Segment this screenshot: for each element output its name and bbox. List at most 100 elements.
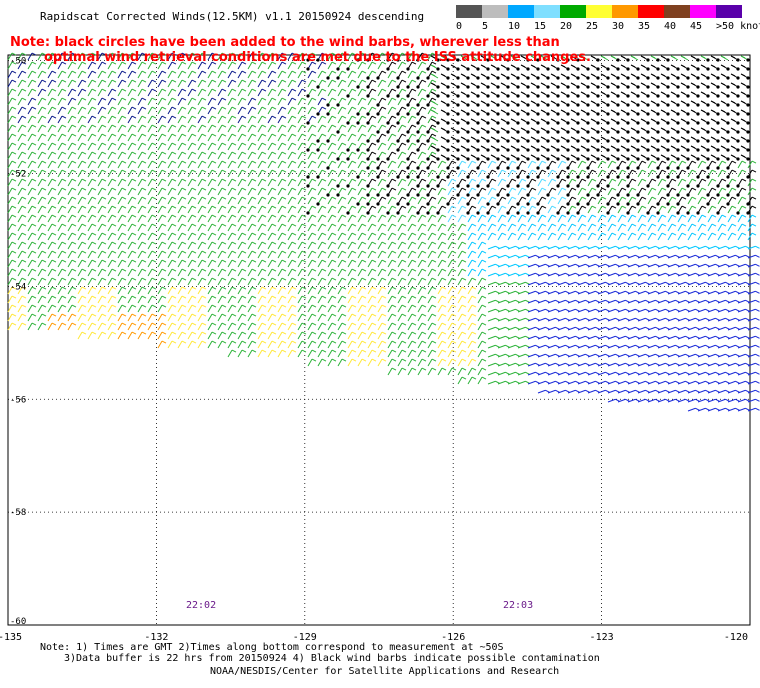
wind-barb [590, 109, 600, 116]
wind-barb [317, 115, 327, 124]
wind-barb [177, 268, 187, 277]
wind-barb [57, 61, 67, 70]
wind-barb [407, 295, 417, 304]
wind-barb [577, 371, 590, 376]
wind-barb [480, 55, 490, 62]
wind-barb [37, 169, 47, 178]
wind-barb [7, 295, 17, 304]
wind-barb [87, 331, 97, 340]
wind-barb [217, 115, 227, 124]
wind-barb [427, 322, 437, 331]
wind-barb [157, 277, 167, 286]
wind-barb [560, 73, 570, 80]
wind-barb [607, 308, 620, 313]
wind-barb [117, 169, 127, 178]
wind-barb [107, 331, 117, 340]
wind-barb [337, 241, 347, 250]
wind-barb [227, 115, 237, 124]
wind-barb [277, 313, 287, 322]
wind-barb [287, 88, 297, 97]
wind-barb [127, 250, 137, 259]
wind-barb [167, 304, 177, 313]
wind-barb [247, 169, 257, 178]
wind-barb [407, 349, 417, 358]
wind-barb [157, 142, 167, 151]
legend-swatch [690, 5, 716, 18]
wind-barb [287, 340, 297, 349]
wind-barb [477, 358, 487, 367]
wind-barb [740, 145, 750, 152]
wind-barb [667, 205, 677, 214]
wind-barb [227, 268, 237, 277]
wind-barb [477, 169, 487, 178]
wind-barb [700, 64, 710, 71]
wind-barb [117, 187, 127, 196]
wind-barb [77, 124, 87, 133]
wind-barb [307, 124, 317, 133]
wind-barb [747, 299, 760, 304]
wind-barb [597, 272, 610, 277]
wind-barb [577, 254, 590, 259]
wind-barb [687, 290, 700, 295]
wind-barb [747, 245, 760, 250]
wind-barb [307, 268, 317, 277]
wind-barb [217, 286, 227, 295]
wind-barb [607, 353, 620, 358]
wind-barb [667, 223, 677, 232]
wind-barb [287, 52, 297, 61]
wind-barb [17, 322, 27, 331]
wind-barb [536, 196, 547, 206]
wind-barb [467, 349, 477, 358]
wind-barb [426, 205, 437, 215]
wind-barb [720, 127, 730, 134]
wind-barb [227, 241, 237, 250]
wind-barb [470, 145, 480, 152]
wind-barb [337, 205, 347, 214]
wind-barb [357, 340, 367, 349]
wind-barb [237, 160, 247, 169]
wind-barb [537, 326, 550, 331]
wind-barb [247, 187, 257, 196]
wind-barb [676, 169, 687, 179]
wind-barb [547, 353, 560, 358]
wind-barb [657, 353, 670, 358]
wind-barb [567, 290, 580, 295]
wind-barb [660, 145, 670, 152]
wind-barb [376, 124, 387, 134]
wind-barb [447, 367, 457, 376]
wind-barb [577, 380, 590, 385]
wind-barb [587, 335, 600, 340]
wind-barb [477, 277, 487, 286]
wind-barb [147, 169, 157, 178]
wind-barb [487, 344, 500, 349]
wind-barb [620, 82, 630, 89]
wind-barb [650, 109, 660, 116]
wind-barb [577, 353, 590, 358]
wind-barb [487, 263, 500, 268]
wind-barb [117, 106, 127, 115]
wind-barb [367, 304, 377, 313]
wind-barb [27, 142, 37, 151]
wind-barb [57, 52, 67, 61]
wind-barb [396, 142, 407, 152]
wind-barb [677, 245, 690, 250]
wind-barb [187, 295, 197, 304]
wind-barb [47, 304, 57, 313]
wind-barb [457, 196, 467, 205]
wind-barb [127, 133, 137, 142]
wind-barb [357, 124, 367, 133]
wind-barb [247, 304, 257, 313]
wind-barb [337, 322, 347, 331]
wind-barb [637, 205, 647, 214]
wind-barb [407, 232, 417, 241]
wind-barb [567, 353, 580, 358]
wind-barb [637, 254, 650, 259]
wind-barb [537, 344, 550, 349]
wind-barb [437, 250, 447, 259]
wind-barb [487, 290, 500, 295]
wind-barb [600, 154, 610, 161]
wind-barb [587, 223, 597, 232]
wind-barb [747, 371, 760, 376]
map-frame [7, 54, 751, 626]
wind-barb [727, 281, 740, 286]
